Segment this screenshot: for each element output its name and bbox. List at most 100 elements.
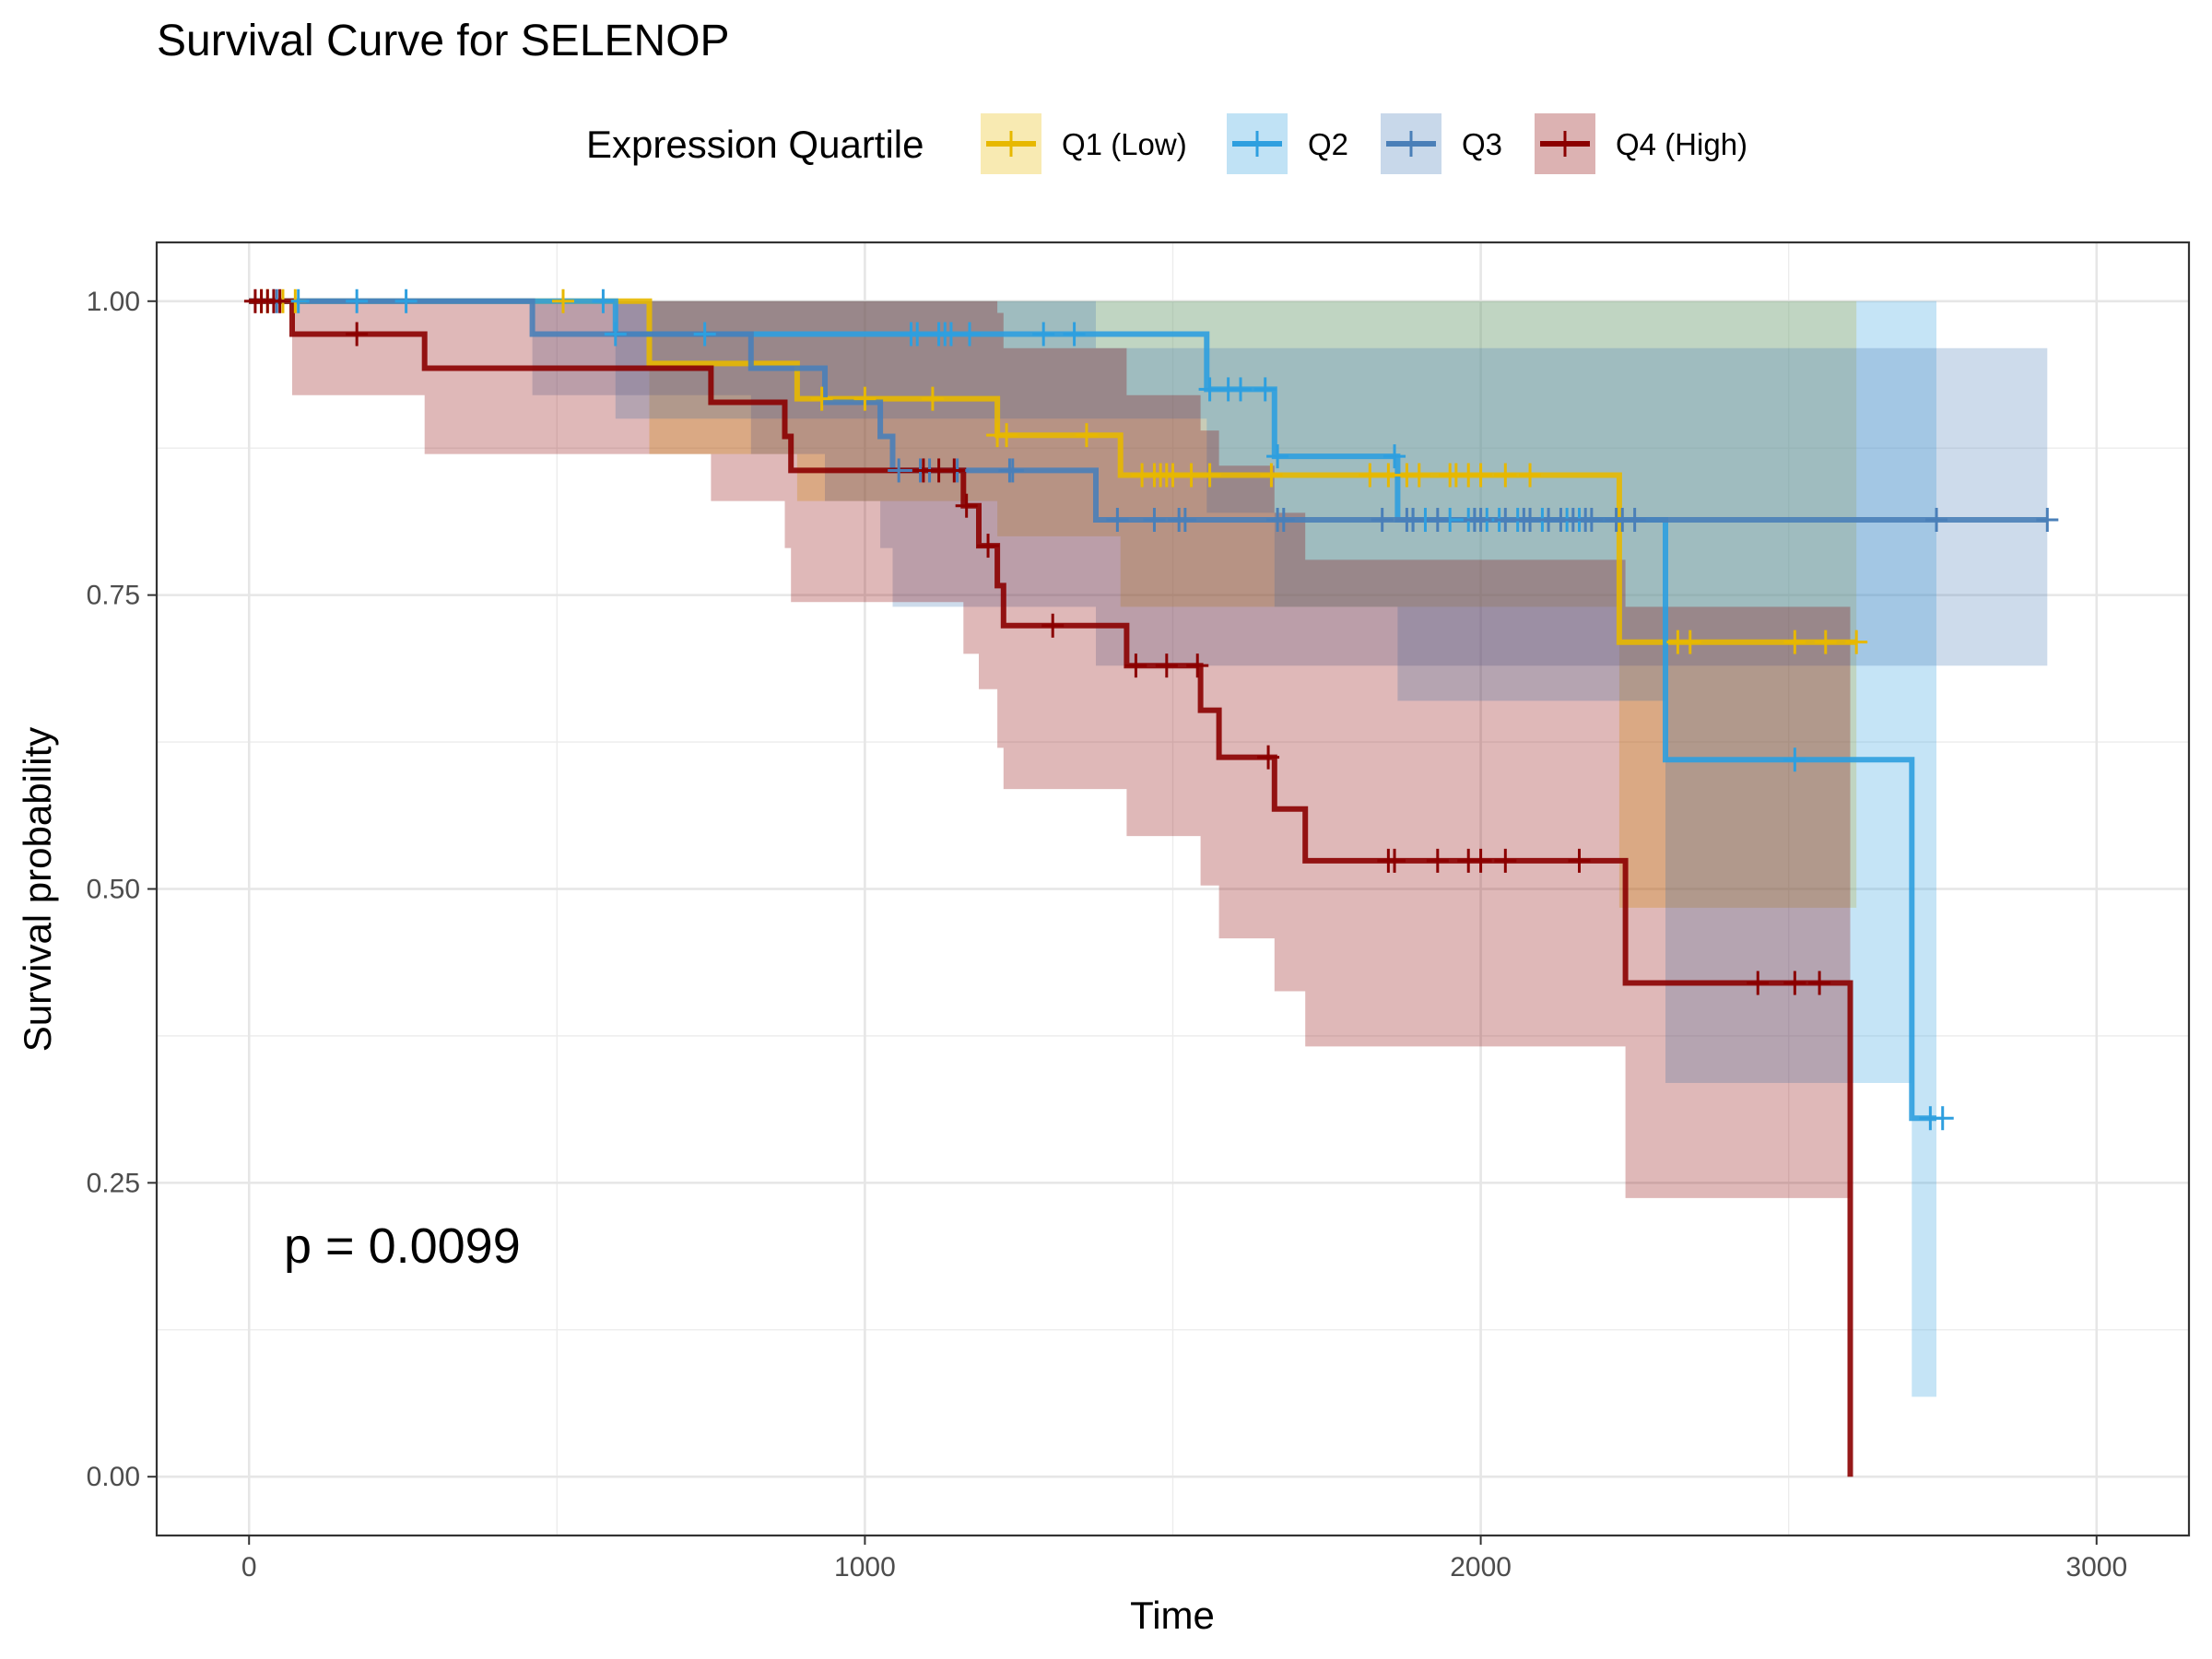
ci-band [249, 300, 2048, 666]
grid-lines [157, 242, 2189, 1535]
censor-mark [346, 322, 369, 347]
censor-mark [1469, 848, 1492, 873]
y-axis-title: Survival probability [16, 727, 59, 1053]
legend-entry: Q2 [1227, 113, 1348, 174]
censor-mark [1253, 377, 1277, 402]
y-axis: 0.00 0.25 0.50 0.75 1.00 [87, 287, 157, 1492]
ci-band [249, 300, 1937, 1397]
censor-mark [1106, 508, 1129, 533]
y-tick-label: 0.25 [87, 1168, 140, 1198]
censor-mark [1001, 458, 1024, 483]
censor-mark [592, 288, 615, 313]
censor-mark [1063, 322, 1086, 347]
censor-mark [268, 288, 291, 313]
censor-mark [1198, 463, 1221, 488]
legend-label: Q4 (High) [1616, 127, 1747, 161]
censor-mark [287, 288, 310, 313]
censor-mark [1494, 848, 1517, 873]
censor-mark [1383, 444, 1406, 469]
censor-mark [1494, 463, 1517, 488]
censor-mark [604, 322, 627, 347]
survival-curve [249, 298, 2048, 523]
censor-mark [1260, 463, 1283, 488]
censor-mark [939, 322, 962, 347]
censor-mark [1783, 629, 1806, 654]
censor-mark [346, 288, 369, 313]
censor-mark [1075, 423, 1098, 448]
censor-mark [888, 458, 911, 483]
censor-mark [977, 534, 1000, 559]
legend-entry: Q4 (High) [1535, 113, 1747, 174]
confidence-bands [249, 300, 2048, 1397]
ci-band [249, 300, 1851, 1198]
censor-mark [1272, 508, 1295, 533]
y-tick-label: 0.75 [87, 581, 140, 611]
censor-mark [1186, 653, 1209, 678]
censor-mark [1124, 653, 1147, 678]
censor-mark [1845, 629, 1868, 654]
x-tick-label: 2000 [1450, 1552, 1512, 1583]
censor-mark [1426, 508, 1449, 533]
censor-mark [2036, 508, 2059, 533]
x-axis-title: Time [1130, 1594, 1215, 1637]
censor-mark [394, 288, 418, 313]
censor-mark [693, 322, 716, 347]
censor-mark [1519, 463, 1542, 488]
censor-mark [1580, 508, 1603, 533]
legend-label: Q3 [1462, 127, 1502, 161]
censor-mark [1377, 463, 1400, 488]
legend-label: Q1 (Low) [1062, 127, 1187, 161]
censor-mark [1814, 629, 1837, 654]
chart-title: Survival Curve for SELENOP [157, 17, 730, 65]
censor-mark [955, 493, 978, 518]
censor-mark [906, 322, 929, 347]
censor-mark [921, 386, 944, 411]
censor-mark [1494, 508, 1517, 533]
censor-mark [1568, 848, 1591, 873]
censor-mark [1161, 463, 1184, 488]
censor-mark [1359, 463, 1382, 488]
censor-mark [1143, 508, 1166, 533]
censor-mark [1925, 508, 1948, 533]
plot-panel [155, 241, 2191, 1537]
censor-mark [1783, 747, 1806, 772]
censor-mark [1426, 848, 1449, 873]
censor-mark [1383, 848, 1406, 873]
y-tick-label: 1.00 [87, 287, 140, 317]
censor-mark [1519, 508, 1542, 533]
censor-mark [1747, 971, 1770, 995]
legend-label: Q2 [1308, 127, 1348, 161]
censor-mark [1266, 444, 1289, 469]
censor-mark [1155, 653, 1178, 678]
survival-curve [249, 298, 1853, 1477]
censor-mark [552, 288, 574, 313]
censor-mark [1173, 508, 1196, 533]
x-tick-label: 3000 [2065, 1552, 2127, 1583]
censor-mark [1257, 745, 1280, 770]
censor-mark [1041, 613, 1065, 638]
censor-mark [943, 458, 966, 483]
survival-curve [249, 298, 1857, 645]
censor-mark [1032, 322, 1055, 347]
ci-band [249, 300, 1857, 908]
x-tick-label: 1000 [834, 1552, 896, 1583]
censor-mark [1180, 463, 1203, 488]
censor-mark [1931, 1106, 1954, 1131]
censor-mark [1783, 971, 1806, 995]
censor-mark [959, 322, 981, 347]
y-tick-label: 0.50 [87, 875, 140, 905]
censor-mark [1469, 463, 1492, 488]
censor-mark [995, 423, 1018, 448]
censor-mark [810, 386, 833, 411]
censor-mark [1371, 508, 1394, 533]
legend-title: Expression Quartile [586, 123, 924, 166]
censor-mark [1678, 629, 1701, 654]
censor-mark [1623, 508, 1646, 533]
legend-entry: Q1 (Low) [981, 113, 1187, 174]
x-axis: 0 1000 2000 3000 [241, 1535, 2127, 1583]
legend-entry: Q3 [1381, 113, 1502, 174]
y-tick-label: 0.00 [87, 1462, 140, 1492]
censor-mark [1469, 508, 1492, 533]
censor-mark [1808, 971, 1831, 995]
